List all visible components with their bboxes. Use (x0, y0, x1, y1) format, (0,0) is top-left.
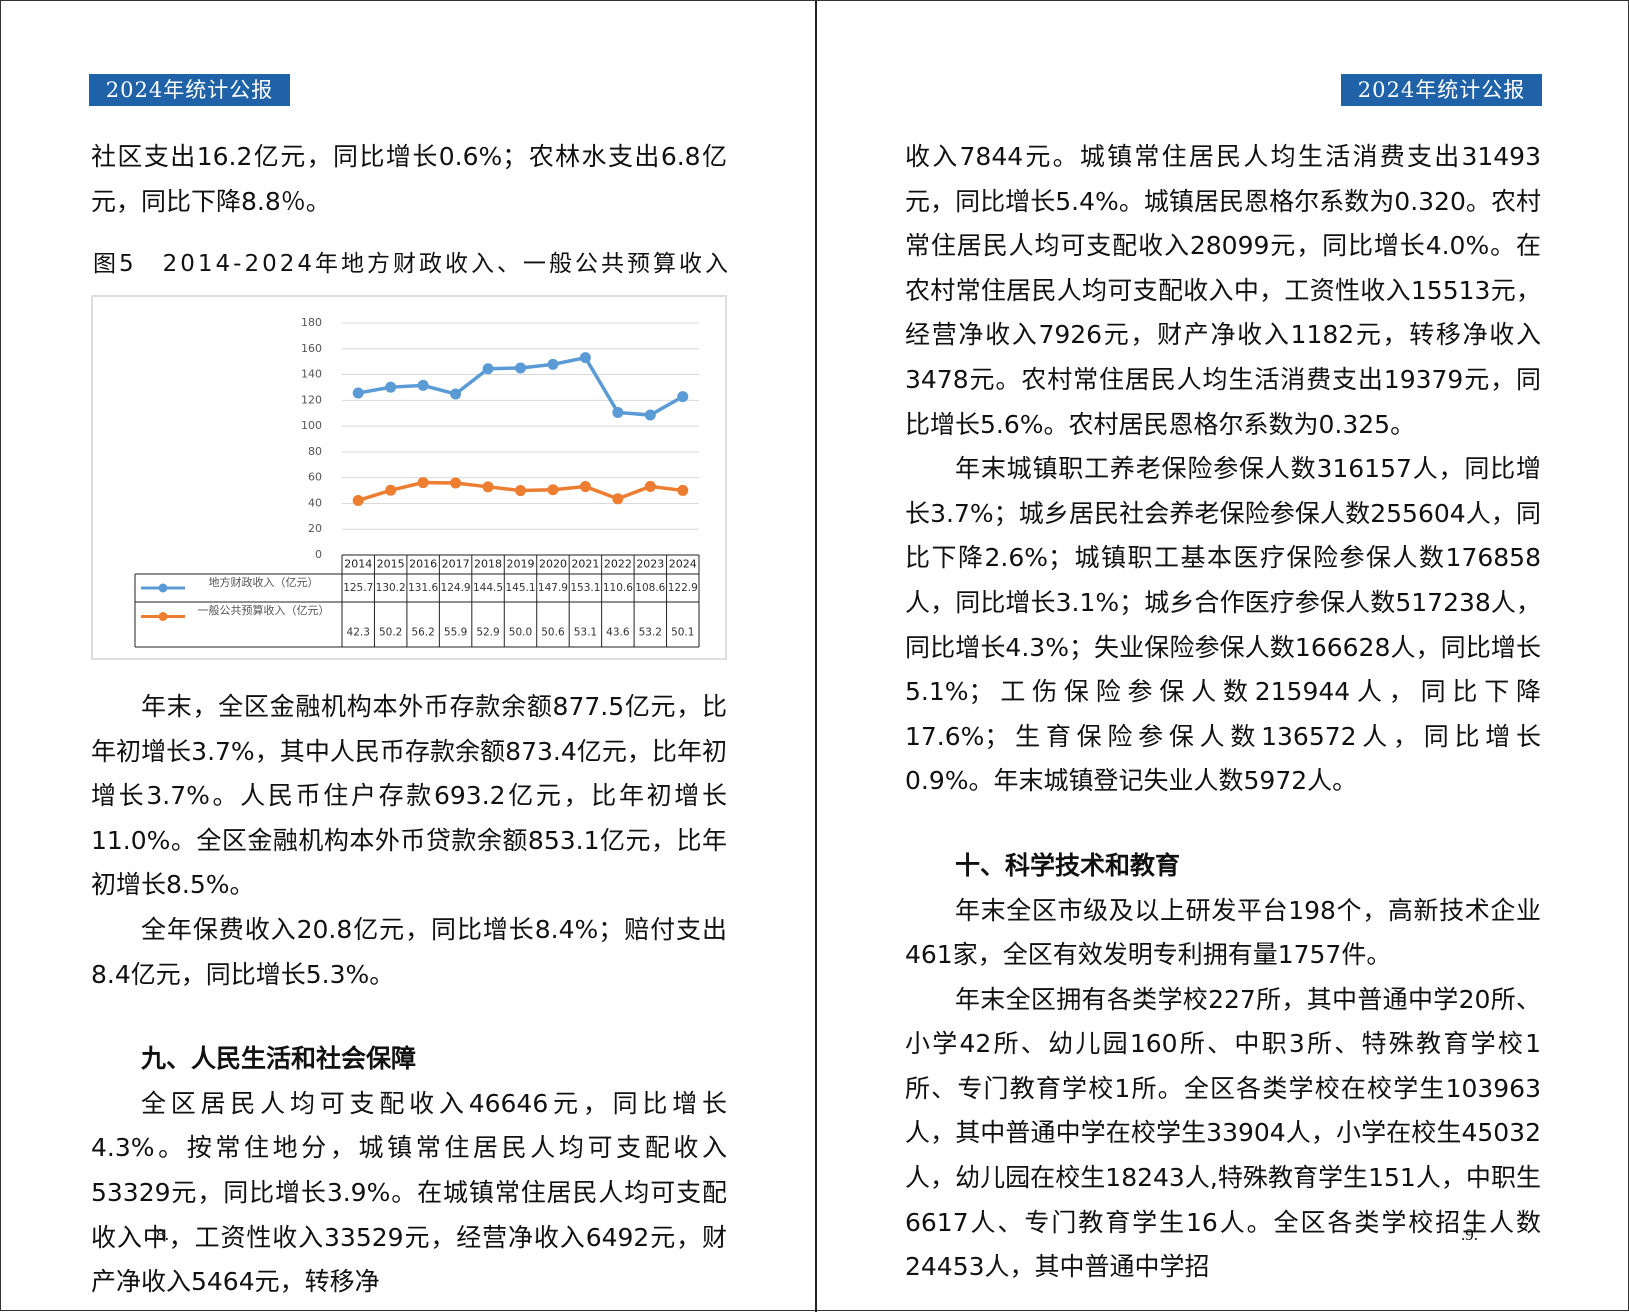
header-badge: 2024年统计公报 (1341, 74, 1542, 106)
table-value: 50.2 (379, 627, 402, 639)
page-number: .8. (152, 1225, 169, 1244)
table-value: 130.2 (376, 582, 406, 594)
table-value: 55.9 (444, 627, 467, 639)
point (482, 363, 494, 375)
x-tick-label: 2014 (344, 558, 372, 571)
table-value: 144.5 (473, 582, 503, 594)
table-value: 50.0 (509, 627, 532, 639)
y-tick-label: 180 (301, 316, 322, 329)
x-tick-label: 2024 (669, 558, 697, 571)
point (515, 485, 526, 497)
legend-label: 地方财政收入（亿元） (208, 576, 319, 589)
table-value: 125.7 (343, 582, 373, 594)
point (385, 484, 397, 496)
y-tick-label: 0 (315, 548, 322, 561)
point (352, 387, 364, 399)
table-value: 43.6 (606, 627, 630, 639)
legend-box: 一般公共预算收入（亿元） (197, 604, 330, 617)
y-tick-label: 40 (308, 496, 322, 509)
y-tick-label: 160 (301, 342, 322, 355)
paragraph: 年末全区市级及以上研发平台198个，高新技术企业461家，全区有效发明专利拥有量… (905, 895, 1541, 970)
y-tick-label: 100 (301, 419, 322, 432)
paragraph: 全区居民人均可支配收入46646元，同比增长4.3%。按常住地分，城镇常住居民人… (91, 1088, 727, 1297)
table-value: 145.1 (505, 582, 535, 594)
section-heading: 九、人民生活和社会保障 (141, 1044, 417, 1074)
header-badge: 2024年统计公报 (89, 74, 290, 106)
point (644, 409, 656, 421)
point (450, 477, 462, 489)
paragraph: 收入7844元。城镇常住居民人均生活消费支出31493元，同比增长5.4%。城镇… (905, 142, 1541, 439)
text-column: 年末，全区金融机构本外币存款余额877.5亿元，比年初增长3.7%，其中人民币存… (91, 685, 727, 1305)
legend-box: 地方财政收入（亿元） (208, 576, 319, 589)
point (547, 358, 559, 370)
point (547, 484, 559, 496)
x-tick-label: 2023 (636, 558, 664, 571)
table-value: 153.1 (570, 582, 600, 594)
y-tick-label: 80 (308, 445, 322, 458)
point (385, 381, 397, 393)
y-tick-label: 120 (301, 393, 322, 406)
point (417, 477, 429, 489)
x-tick-label: 2017 (442, 558, 470, 571)
point (450, 388, 462, 400)
table-value: 53.1 (574, 627, 597, 639)
point (417, 379, 429, 391)
paragraph: 全年保费收入20.8亿元，同比增长8.4%；赔付支出8.4亿元，同比增长5.3%… (91, 914, 727, 989)
table-value: 42.3 (347, 627, 370, 639)
paragraph: 年末，全区金融机构本外币存款余额877.5亿元，比年初增长3.7%，其中人民币存… (91, 692, 727, 900)
chart: 0 20 40 60 80 100 120 140 160 180 2014 2015 2016 2017… (91, 295, 727, 660)
point (482, 481, 494, 493)
table-value: 122.9 (668, 582, 698, 594)
table-value: 50.1 (671, 627, 694, 639)
table-value: 131.6 (408, 582, 438, 594)
x-tick-label: 2016 (409, 558, 437, 571)
x-tick-label: 2020 (539, 558, 567, 571)
y-tick-label: 140 (301, 368, 322, 381)
y-tick-label: 60 (308, 471, 322, 484)
x-tick-label: 2015 (377, 558, 405, 571)
point (612, 406, 624, 418)
table-value: 50.6 (541, 627, 565, 639)
paragraph: 社区支出16.2亿元，同比增长0.6%；农林水支出6.8亿元，同比下降8.8％。 (91, 142, 727, 216)
point (579, 352, 591, 364)
x-tick-label: 2018 (474, 558, 502, 571)
table-value: 110.6 (603, 582, 633, 594)
page-number: .9. (1461, 1225, 1478, 1244)
point (677, 391, 689, 403)
point (352, 494, 364, 506)
table-value: 56.2 (411, 627, 434, 639)
point (579, 481, 591, 493)
point (644, 480, 656, 492)
table-value: 53.2 (639, 627, 662, 639)
legend-label: 一般公共预算收入（亿元） (197, 604, 330, 617)
text-column: 社区支出16.2亿元，同比增长0.6%；农林水支出6.8亿元，同比下降8.8％。 (91, 135, 727, 224)
table-value: 52.9 (476, 627, 499, 639)
table-value: 108.6 (635, 582, 665, 594)
point (612, 493, 624, 505)
table-value: 124.9 (441, 582, 471, 594)
paragraph: 年末全区拥有各类学校227所，其中普通中学20所、小学42所、幼儿园160所、中… (905, 984, 1541, 1282)
paragraph: 年末城镇职工养老保险参保人数316157人，同比增长3.7%；城乡居民社会养老保… (905, 454, 1541, 796)
figure-caption: 图5 2014-2024年地方财政收入、一般公共预算收入 (93, 251, 731, 277)
y-tick-label: 20 (308, 522, 322, 535)
table-value: 147.9 (538, 582, 568, 594)
x-tick-label: 2022 (604, 558, 632, 571)
legend-marker (158, 583, 168, 593)
point (515, 362, 526, 374)
legend-marker (158, 612, 168, 621)
x-tick-label: 2019 (507, 558, 535, 571)
point (677, 484, 689, 496)
section-heading: 十、科学技术和教育 (955, 850, 1181, 880)
text-column: 收入7844元。城镇常住居民人均生活消费支出31493元，同比增长5.4%。城镇… (905, 135, 1541, 1290)
x-tick-label: 2021 (571, 558, 599, 571)
page-divider (815, 1, 817, 1312)
